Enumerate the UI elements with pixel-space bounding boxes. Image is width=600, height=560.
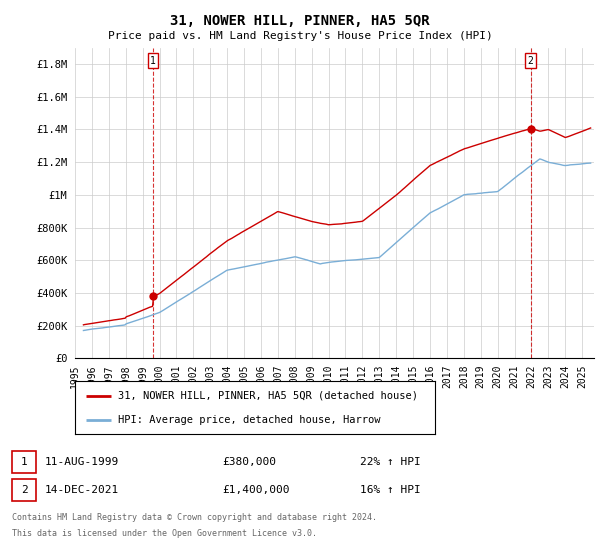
Text: 1: 1 — [20, 457, 28, 467]
Text: 2: 2 — [20, 485, 28, 495]
Text: 2: 2 — [528, 55, 533, 66]
Text: 14-DEC-2021: 14-DEC-2021 — [45, 485, 119, 495]
Text: 22% ↑ HPI: 22% ↑ HPI — [360, 457, 421, 467]
Text: 31, NOWER HILL, PINNER, HA5 5QR: 31, NOWER HILL, PINNER, HA5 5QR — [170, 14, 430, 28]
Text: £1,400,000: £1,400,000 — [222, 485, 290, 495]
Text: 31, NOWER HILL, PINNER, HA5 5QR (detached house): 31, NOWER HILL, PINNER, HA5 5QR (detache… — [118, 391, 418, 401]
Text: 11-AUG-1999: 11-AUG-1999 — [45, 457, 119, 467]
Text: Contains HM Land Registry data © Crown copyright and database right 2024.: Contains HM Land Registry data © Crown c… — [12, 514, 377, 522]
Text: 1: 1 — [150, 55, 156, 66]
Text: HPI: Average price, detached house, Harrow: HPI: Average price, detached house, Harr… — [118, 415, 381, 425]
Text: Price paid vs. HM Land Registry's House Price Index (HPI): Price paid vs. HM Land Registry's House … — [107, 31, 493, 41]
Text: 16% ↑ HPI: 16% ↑ HPI — [360, 485, 421, 495]
Text: £380,000: £380,000 — [222, 457, 276, 467]
Text: This data is licensed under the Open Government Licence v3.0.: This data is licensed under the Open Gov… — [12, 529, 317, 538]
